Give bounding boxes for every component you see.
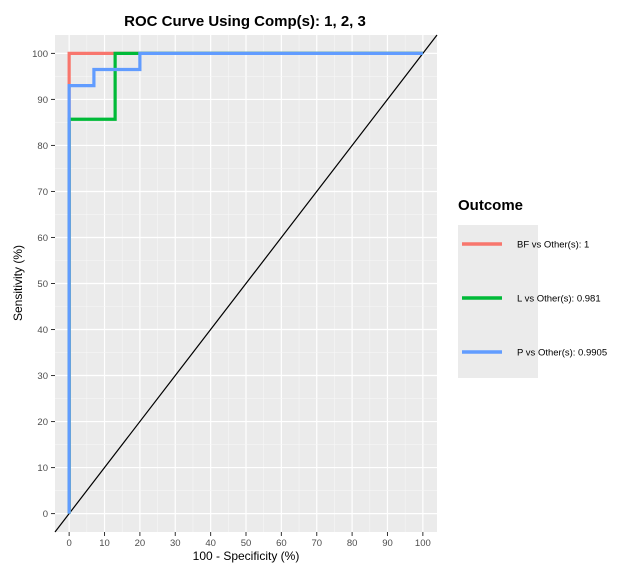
x-axis-ticks: 0 10 20 30 40 50 60 70 80 90 100 [66, 532, 431, 549]
x-tick-label: 100 [415, 538, 431, 549]
x-tick-label: 10 [99, 538, 110, 549]
y-tick-label: 50 [37, 279, 48, 290]
y-tick-label: 100 [32, 49, 48, 60]
diagonal-reference-line [54, 34, 438, 533]
y-tick-label: 70 [37, 187, 48, 198]
x-tick-label: 70 [311, 538, 322, 549]
x-tick-label: 40 [205, 538, 216, 549]
legend-label: P vs Other(s): 0.9905 [517, 348, 607, 359]
legend-title: Outcome [458, 197, 523, 214]
y-tick-label: 10 [37, 463, 48, 474]
y-tick-label: 40 [37, 325, 48, 336]
legend-label: L vs Other(s): 0.981 [517, 294, 601, 305]
y-axis-label: Sensitivity (%) [11, 245, 25, 321]
y-tick-label: 60 [37, 233, 48, 244]
legend: Outcome BF vs Other(s): 1 L vs Other(s): … [458, 197, 607, 378]
series-lines [67, 51, 423, 514]
x-axis-label: 100 - Specificity (%) [193, 549, 300, 563]
x-tick-label: 20 [135, 538, 146, 549]
x-tick-label: 0 [66, 538, 71, 549]
x-tick-label: 30 [170, 538, 181, 549]
y-axis-ticks: 0 10 20 30 40 50 60 70 80 90 100 [32, 49, 55, 520]
x-tick-label: 60 [276, 538, 287, 549]
x-tick-label: 50 [241, 538, 252, 549]
chart-title: ROC Curve Using Comp(s): 1, 2, 3 [124, 13, 366, 30]
y-tick-label: 80 [37, 141, 48, 152]
y-tick-label: 20 [37, 417, 48, 428]
y-tick-label: 0 [43, 509, 48, 520]
x-tick-label: 80 [347, 538, 358, 549]
reference-line [54, 34, 438, 533]
series-line-3 [67, 51, 423, 514]
y-tick-label: 30 [37, 371, 48, 382]
legend-label: BF vs Other(s): 1 [517, 240, 589, 251]
y-tick-label: 90 [37, 95, 48, 106]
x-tick-label: 90 [382, 538, 393, 549]
